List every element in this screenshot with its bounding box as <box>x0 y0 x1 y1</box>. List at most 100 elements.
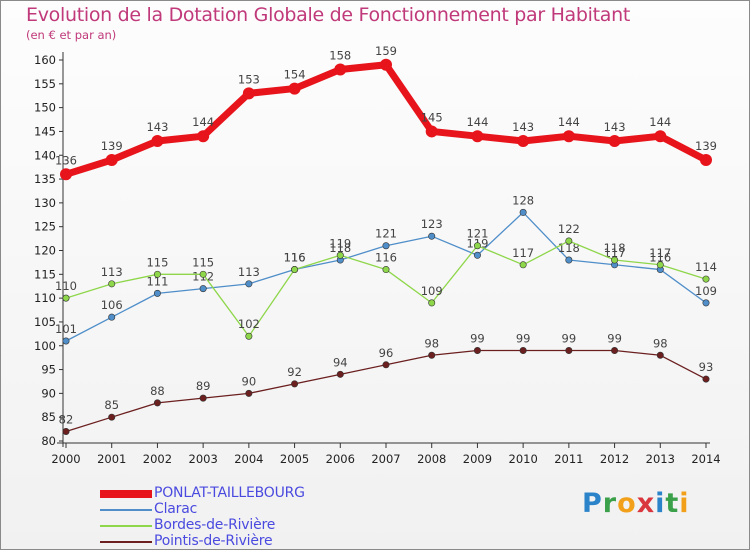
data-label: 98 <box>653 336 668 350</box>
y-tick-label: 110 <box>34 291 56 305</box>
data-point <box>608 134 621 147</box>
data-label: 106 <box>101 298 123 312</box>
data-label: 143 <box>512 120 534 134</box>
y-tick-label: 130 <box>34 196 56 210</box>
data-label: 159 <box>375 44 397 58</box>
data-point <box>62 337 70 345</box>
data-point <box>519 261 527 269</box>
data-point <box>108 313 116 321</box>
data-point <box>380 58 392 71</box>
data-point <box>519 347 527 355</box>
y-tick-label: 120 <box>34 244 56 258</box>
data-point <box>702 375 710 383</box>
line-chart: 8085909510010511011512012513013514014515… <box>34 44 721 466</box>
data-label: 116 <box>284 251 306 265</box>
logo-letter: P <box>582 488 603 519</box>
data-point <box>108 280 116 288</box>
data-point <box>702 299 710 307</box>
logo-letter: i <box>655 488 666 519</box>
data-label: 101 <box>55 322 77 336</box>
logo-letter: x <box>636 488 656 519</box>
data-label: 139 <box>101 139 123 153</box>
data-point <box>425 125 438 138</box>
data-point <box>382 242 390 250</box>
logo-letter: i <box>679 488 690 519</box>
data-point <box>197 130 210 143</box>
legend-swatch <box>100 541 152 543</box>
data-label: 99 <box>562 332 577 346</box>
data-point <box>291 380 299 388</box>
data-label: 82 <box>59 412 74 426</box>
data-label: 128 <box>512 193 534 207</box>
data-label: 99 <box>607 332 622 346</box>
data-label: 110 <box>55 279 77 293</box>
data-point <box>242 87 255 100</box>
x-tick-label: 2012 <box>600 452 629 466</box>
data-label: 116 <box>375 251 397 265</box>
data-point <box>382 361 390 369</box>
data-point <box>153 270 161 278</box>
data-point <box>611 347 619 355</box>
chart-axes: 8085909510010511011512012513013514014515… <box>34 52 721 466</box>
data-point <box>473 242 481 250</box>
y-tick-label: 135 <box>34 172 56 186</box>
data-label: 89 <box>196 379 211 393</box>
data-point <box>199 270 207 278</box>
x-tick-label: 2002 <box>143 452 172 466</box>
data-label: 118 <box>604 241 626 255</box>
series-pointis-de-rivi-re: 82 85 88 89 90 92 94 96 98 99 99 99 99 98 93 <box>59 332 713 435</box>
data-point <box>334 63 347 76</box>
data-point <box>60 168 72 181</box>
legend-swatch <box>100 509 152 511</box>
data-point <box>428 351 436 359</box>
data-label: 113 <box>101 265 123 279</box>
y-tick-label: 95 <box>41 363 56 377</box>
data-label: 90 <box>242 374 257 388</box>
x-tick-label: 2006 <box>326 452 355 466</box>
x-tick-label: 2007 <box>371 452 400 466</box>
x-tick-label: 2013 <box>646 452 675 466</box>
legend-label: PONLAT-TAILLEBOURG <box>154 485 305 501</box>
legend-label: Pointis-de-Rivière <box>154 533 273 549</box>
data-label: 102 <box>238 317 260 331</box>
x-tick-label: 2005 <box>280 452 309 466</box>
data-point <box>288 82 301 95</box>
logo-letter: t <box>665 488 680 519</box>
data-point <box>245 280 253 288</box>
data-point <box>199 394 207 402</box>
legend-swatch <box>100 490 152 498</box>
data-label: 99 <box>470 332 485 346</box>
data-point <box>199 285 207 293</box>
legend-swatch <box>100 525 152 527</box>
data-label: 92 <box>287 365 302 379</box>
logo-letter: r <box>602 488 618 519</box>
data-label: 116 <box>284 251 306 265</box>
data-label: 143 <box>146 120 168 134</box>
y-tick-label: 145 <box>34 124 56 138</box>
y-tick-label: 160 <box>34 53 56 67</box>
data-label: 154 <box>284 68 306 82</box>
y-tick-label: 115 <box>34 267 56 281</box>
data-label: 94 <box>333 355 348 369</box>
data-label: 117 <box>604 246 626 260</box>
data-label: 111 <box>146 274 168 288</box>
data-point <box>473 251 481 259</box>
data-point <box>245 332 253 340</box>
data-label: 119 <box>329 236 351 250</box>
legend-label: Bordes-de-Rivière <box>154 517 276 533</box>
y-tick-label: 80 <box>41 434 56 448</box>
data-label: 96 <box>379 346 394 360</box>
proxiti-logo: Proxiti <box>582 488 690 519</box>
data-label: 145 <box>421 110 443 124</box>
data-point <box>153 399 161 407</box>
data-point <box>702 275 710 283</box>
data-point <box>245 389 253 397</box>
y-tick-label: 85 <box>41 410 56 424</box>
data-label: 121 <box>466 227 488 241</box>
legend-label: Clarac <box>154 501 198 517</box>
x-tick-label: 2003 <box>189 452 218 466</box>
x-tick-label: 2014 <box>691 452 720 466</box>
data-point <box>700 154 712 167</box>
data-label: 98 <box>424 336 439 350</box>
